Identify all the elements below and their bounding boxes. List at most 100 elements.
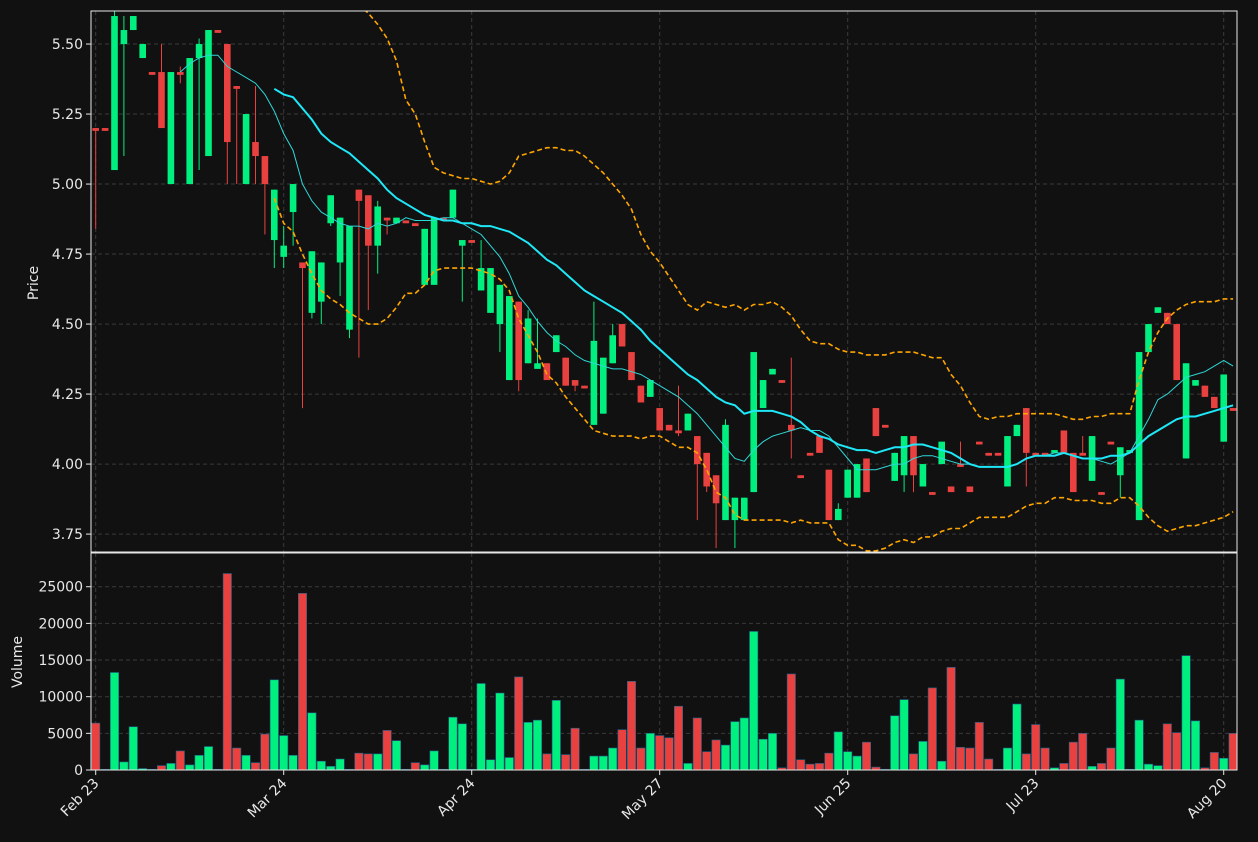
candle-body	[1070, 452, 1077, 493]
candle-body	[684, 413, 692, 431]
volume-bar	[833, 731, 843, 770]
volume-bar	[1219, 757, 1229, 770]
volume-bar	[1209, 752, 1219, 770]
volume-bar	[702, 751, 712, 770]
volume-bar	[551, 700, 561, 770]
indicator-line	[364, 11, 1234, 421]
candle-body	[750, 352, 757, 493]
candle-body	[966, 486, 974, 493]
candle-body	[524, 318, 532, 364]
volume-bar	[514, 676, 524, 770]
volume-bar	[485, 759, 495, 770]
volume-bar	[1002, 747, 1012, 770]
candle-body	[863, 458, 870, 493]
candle-body	[910, 436, 917, 476]
volume-bar	[758, 738, 768, 770]
volume-bar	[1021, 753, 1031, 770]
volume-bar	[1181, 655, 1191, 770]
candle-body	[195, 44, 203, 59]
y-tick-label: 4.50	[52, 317, 83, 333]
volume-bar	[1040, 747, 1050, 770]
candle-body	[609, 335, 616, 364]
candle-body	[374, 206, 381, 246]
candle-body	[402, 220, 410, 224]
candle-body	[1182, 363, 1190, 459]
volume-bar	[1106, 747, 1116, 770]
volume-bar	[927, 687, 937, 770]
indicator-line	[273, 197, 1234, 552]
candle-body	[515, 301, 522, 381]
volume-bar	[1031, 724, 1041, 770]
y-tick-label: 10000	[38, 690, 83, 706]
volume-bar	[241, 755, 251, 770]
volume-bar	[598, 755, 608, 770]
y-tick-label: 25000	[38, 580, 83, 596]
volume-bar	[457, 723, 467, 770]
volume-bar	[363, 753, 373, 770]
candle-body	[562, 357, 569, 386]
y-tick-label: 5000	[47, 726, 83, 742]
volume-bar	[814, 763, 824, 770]
y-tick-label: 4.25	[52, 387, 83, 403]
candle-body	[1229, 408, 1237, 411]
volume-bar	[119, 761, 129, 770]
candle-body	[1004, 436, 1011, 487]
volume-bar	[861, 741, 871, 770]
candle-body	[261, 156, 269, 185]
volume-bar	[1134, 719, 1144, 770]
candle-body	[665, 424, 673, 431]
volume-bar	[1078, 733, 1088, 770]
volume-bar	[918, 741, 928, 770]
volume-bars	[91, 573, 1237, 770]
candle-body	[271, 189, 278, 241]
candle-body	[534, 363, 541, 369]
volume-bar	[1068, 741, 1078, 770]
volume-bar	[1228, 733, 1237, 770]
candle-body	[412, 223, 419, 227]
candle-body	[628, 352, 635, 381]
volume-bar	[391, 740, 401, 770]
volume-bar	[655, 735, 665, 770]
volume-bar	[561, 754, 571, 770]
volume-bar	[683, 763, 693, 770]
volume-bar	[608, 747, 618, 770]
volume-bar	[908, 753, 918, 770]
volume-bar	[204, 746, 214, 770]
candle-body	[120, 30, 128, 45]
candle-body	[976, 441, 983, 445]
candle-body	[365, 195, 372, 246]
volume-bar	[843, 751, 853, 770]
volume-bar	[739, 717, 749, 770]
candle-body	[233, 86, 240, 89]
candle-body	[1107, 441, 1115, 445]
candle-body	[214, 30, 222, 33]
volume-bar	[1087, 766, 1097, 770]
candle-body	[158, 72, 165, 129]
candle-body	[600, 357, 607, 414]
candle-body	[778, 380, 786, 383]
volume-bar	[636, 747, 646, 770]
candle-body	[1023, 408, 1030, 453]
volume-bar	[175, 750, 185, 770]
candle-body	[938, 441, 945, 465]
candle-body	[835, 508, 842, 521]
volume-bar	[645, 733, 655, 770]
candle-body	[421, 228, 428, 285]
volume-frame	[90, 552, 1238, 771]
volume-bar	[420, 764, 430, 770]
candle-body	[393, 217, 400, 224]
volume-bar	[288, 755, 298, 770]
volume-bar	[297, 593, 307, 770]
volume-bar	[1162, 723, 1172, 770]
candle-body	[1013, 424, 1021, 437]
volume-bar	[1172, 732, 1182, 770]
candle-body	[900, 436, 908, 476]
candle-body	[1126, 450, 1133, 453]
candle-body	[327, 195, 334, 224]
volume-bar	[1012, 703, 1022, 770]
candle-body	[581, 385, 588, 389]
candle-body	[994, 452, 1002, 456]
volume-bar	[269, 679, 279, 770]
candle-body	[430, 217, 438, 285]
